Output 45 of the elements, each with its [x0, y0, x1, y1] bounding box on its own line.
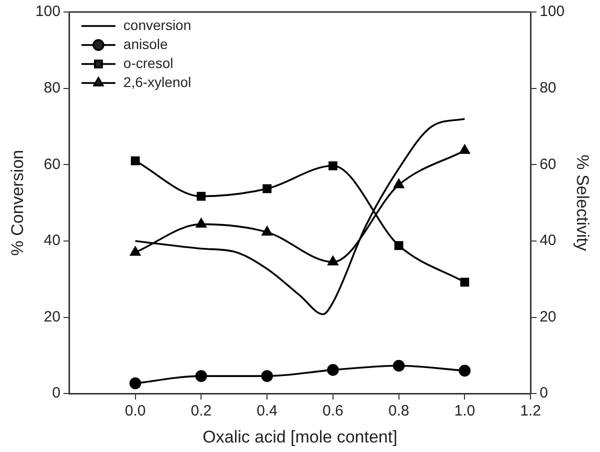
- y-tick-label: 100: [35, 3, 60, 20]
- y-tick-label: 0: [52, 384, 60, 402]
- y2-tick-label: 40: [540, 232, 556, 250]
- x-tick-label: 1.0: [454, 402, 476, 420]
- point: [392, 360, 405, 372]
- x-tick-label: 1.2: [520, 402, 542, 420]
- point: [328, 161, 338, 170]
- x-tick-label: 0.0: [124, 402, 146, 420]
- point: [130, 156, 140, 166]
- legend-label: anisole: [123, 36, 168, 52]
- y2-tick-label: 60: [540, 156, 556, 173]
- point: [458, 364, 471, 377]
- y-axis-title: % Conversion: [8, 150, 27, 256]
- point: [394, 241, 404, 250]
- point: [459, 144, 470, 154]
- point: [327, 364, 339, 376]
- y2-tick-label: 80: [540, 79, 556, 96]
- y-tick-label: 20: [44, 308, 60, 326]
- point: [130, 246, 141, 256]
- x-tick-label: 0.8: [388, 402, 410, 420]
- point: [460, 278, 470, 287]
- point: [262, 184, 272, 194]
- point: [394, 178, 404, 188]
- line-series: [134, 118, 466, 316]
- point: [328, 256, 338, 266]
- point: [129, 377, 142, 390]
- point: [261, 370, 273, 382]
- y2-tick-label: 0: [540, 384, 548, 402]
- y-tick-label: 80: [44, 79, 60, 96]
- y-tick-label: 40: [44, 232, 60, 250]
- y-tick-label: 60: [44, 156, 60, 173]
- point: [196, 218, 206, 228]
- x-tick-label: 0.6: [322, 402, 344, 420]
- x-tick-label: 0.2: [190, 402, 212, 420]
- y2-tick-label: 20: [540, 308, 556, 326]
- y2-tick-label: 100: [540, 3, 565, 20]
- point: [262, 226, 272, 236]
- legend-label: 2,6-xylenol: [123, 74, 192, 90]
- legend-label: o-cresol: [123, 54, 174, 71]
- point: [196, 192, 206, 201]
- point: [195, 370, 208, 382]
- y2-axis-title: % Selectivity: [573, 154, 592, 252]
- x-axis-title: Oxalic acid [mole content]: [202, 427, 398, 446]
- x-tick-label: 0.4: [256, 402, 278, 420]
- legend-label: conversion: [123, 16, 192, 33]
